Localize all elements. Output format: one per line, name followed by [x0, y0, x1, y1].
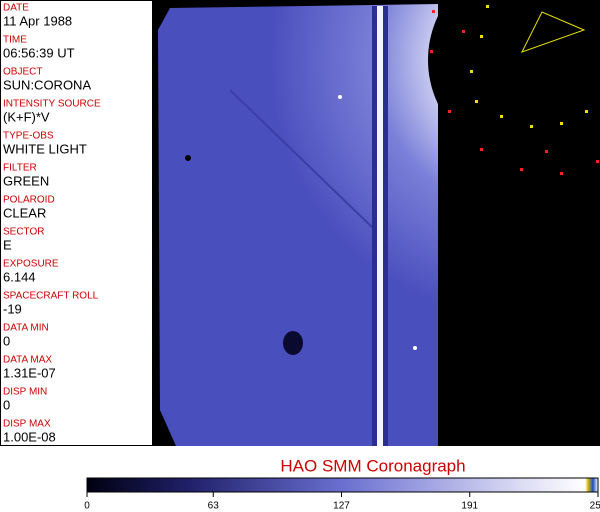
field-label: DATA MAX — [3, 355, 52, 366]
colorbar-tick-label: 127 — [333, 501, 350, 512]
occulter — [428, 0, 600, 162]
streak — [229, 89, 376, 231]
colorbar-tick-label: 63 — [208, 501, 220, 512]
image-field — [158, 4, 438, 446]
field-label: POLAROID — [3, 195, 55, 206]
red-markers — [430, 10, 599, 175]
field-label: TIME — [3, 35, 27, 46]
field-value: 6.144 — [3, 269, 36, 284]
field-label: INTENSITY SOURCE — [3, 99, 101, 110]
field-label: DISP MAX — [3, 419, 51, 430]
field-value: 1.31E-07 — [3, 365, 56, 380]
field-value: 0 — [3, 333, 10, 348]
coronagraph-image — [158, 0, 600, 446]
colorbar-tick-label: 0 — [84, 501, 90, 512]
field-label: DATE — [3, 3, 29, 14]
colorbar — [86, 477, 599, 493]
field-value: (K+F)*V — [3, 109, 50, 124]
pylon — [377, 6, 383, 446]
field-value: 0 — [3, 397, 10, 412]
colorbar-axis: 0 63 127 191 255 — [84, 492, 600, 512]
field-value: 06:56:39 UT — [3, 45, 75, 60]
star — [338, 95, 342, 99]
info-panel — [0, 0, 153, 446]
field-label: OBJECT — [3, 67, 42, 78]
field-value: E — [3, 237, 12, 252]
dark-spot — [283, 331, 303, 355]
image-title: HAO SMM Coronagraph — [280, 456, 465, 475]
yellow-markers — [470, 5, 588, 128]
star — [413, 346, 417, 350]
field-label: DISP MIN — [3, 387, 47, 398]
marker-triangle — [520, 11, 586, 53]
field-value: CLEAR — [3, 205, 46, 220]
spot — [185, 155, 191, 161]
field-label: EXPOSURE — [3, 259, 59, 270]
field-label: SPACECRAFT ROLL — [3, 291, 99, 302]
colorbar-tick-label: 255 — [590, 501, 600, 512]
field-label: DATA MIN — [3, 323, 49, 334]
field-label: TYPE-OBS — [3, 131, 54, 142]
colorbar-tick-label: 191 — [461, 501, 478, 512]
field-label: FILTER — [3, 163, 37, 174]
field-value: WHITE LIGHT — [3, 141, 87, 156]
field-value: -19 — [3, 301, 22, 316]
field-value: SUN:CORONA — [3, 77, 91, 92]
field-label: SECTOR — [3, 227, 45, 238]
field-value: GREEN — [3, 173, 49, 188]
field-value: 11 Apr 1988 — [3, 13, 72, 28]
field-value: 1.00E-08 — [3, 429, 56, 444]
